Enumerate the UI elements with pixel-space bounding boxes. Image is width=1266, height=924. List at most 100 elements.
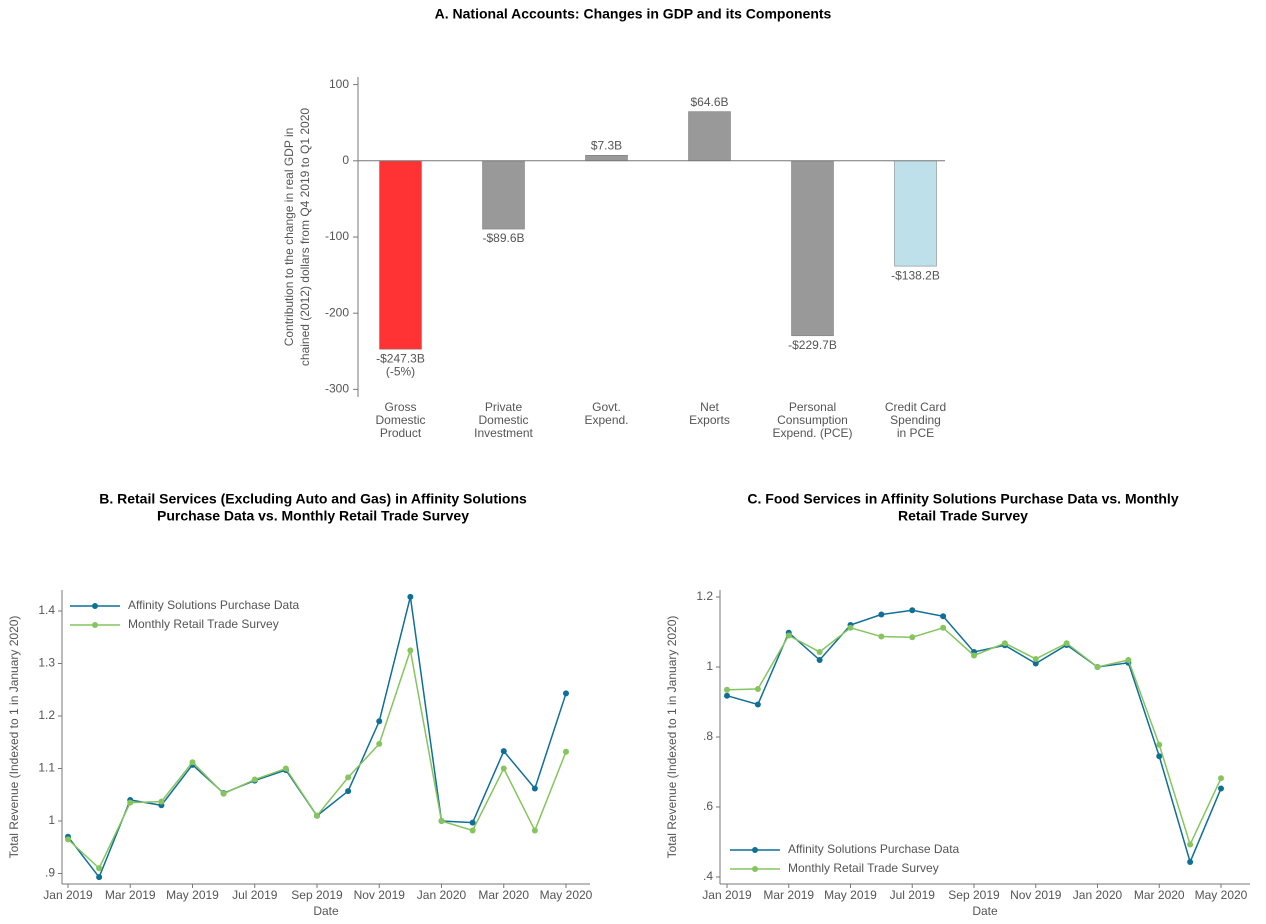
data-point [1187, 858, 1194, 865]
annotation: (-5%) [386, 364, 415, 378]
data-point [878, 633, 885, 640]
x-tick-label: Expend. (PCE) [772, 426, 852, 440]
data-point [1094, 664, 1101, 670]
value-label: -$247.3B [376, 351, 425, 365]
y-tick-label: 1 [48, 813, 55, 827]
series-line [67, 650, 567, 870]
x-tick-label: Nov 2019 [354, 888, 406, 902]
legend-marker [92, 603, 98, 609]
x-tick-label: in PCE [897, 426, 934, 440]
x-tick-label: May 2020 [540, 888, 593, 902]
y-axis-label: Total Revenue (Indexed to 1 in January 2… [7, 616, 21, 859]
x-tick-label: Expend. [584, 413, 628, 427]
x-tick-label: Consumption [777, 413, 848, 427]
data-point [345, 774, 352, 781]
x-tick-label: Mar 2019 [763, 888, 814, 902]
data-point [1032, 660, 1039, 667]
data-point [96, 874, 103, 881]
x-tick-label: Private [485, 400, 523, 414]
legend-label: Monthly Retail Trade Survey [788, 861, 939, 875]
data-point [1125, 657, 1132, 663]
value-label: -$138.2B [891, 268, 940, 282]
legend-label: Affinity Solutions Purchase Data [128, 598, 300, 612]
data-point [1218, 775, 1224, 782]
y-tick-label: 1 [706, 659, 713, 673]
value-label: -$229.7B [788, 338, 837, 352]
x-tick-label: Govt. [592, 400, 621, 414]
x-tick-label: May 2019 [824, 888, 877, 902]
x-axis-label: Date [972, 904, 998, 918]
y-axis-label: Contribution to the change in real GDP i… [282, 128, 296, 347]
y-tick-label: 1.2 [696, 589, 713, 603]
chart-title: Purchase Data vs. Monthly Retail Trade S… [157, 508, 469, 524]
x-tick-label: Jan 2020 [1073, 888, 1123, 902]
data-point [500, 748, 507, 755]
y-tick-label: 0 [342, 153, 349, 167]
data-point [1156, 741, 1163, 748]
data-point [189, 759, 196, 766]
data-point [909, 634, 916, 641]
value-label: $64.6B [690, 95, 728, 109]
x-tick-label: Mar 2019 [105, 888, 156, 902]
y-tick-label: 100 [329, 77, 349, 91]
bar [379, 160, 422, 350]
data-point [345, 788, 352, 795]
data-point [531, 785, 538, 792]
data-point [563, 748, 569, 755]
data-point [724, 692, 730, 699]
x-tick-label: Spending [890, 413, 941, 427]
data-point [531, 827, 538, 834]
data-point [158, 798, 165, 805]
bar [482, 160, 525, 230]
y-tick-label: 1.1 [38, 761, 55, 775]
data-point [65, 836, 71, 843]
x-tick-label: Jul 2019 [232, 888, 278, 902]
x-tick-label: Gross [384, 400, 416, 414]
data-point [407, 593, 414, 600]
x-tick-label: Domestic [478, 413, 528, 427]
value-label: $7.3B [591, 138, 622, 152]
data-point [724, 686, 730, 693]
bar [688, 111, 731, 162]
data-point [282, 765, 289, 772]
data-point [1218, 785, 1224, 792]
data-point [469, 819, 476, 826]
x-tick-label: Personal [789, 400, 836, 414]
data-point [1156, 753, 1163, 760]
x-tick-label: May 2020 [1195, 888, 1248, 902]
x-axis-label: Date [313, 904, 339, 918]
data-point [1032, 655, 1039, 662]
data-point [376, 740, 383, 747]
data-point [438, 818, 445, 824]
data-point [96, 865, 103, 872]
legend-marker [752, 847, 758, 853]
chart-title: C. Food Services in Affinity Solutions P… [747, 491, 1178, 507]
x-tick-label: Exports [689, 413, 730, 427]
y-tick-label: -300 [325, 382, 349, 396]
legend-marker [752, 866, 758, 872]
x-tick-label: Credit Card [885, 400, 946, 414]
data-point [1187, 841, 1194, 848]
chart-title: A. National Accounts: Changes in GDP and… [435, 6, 832, 22]
x-tick-label: Mar 2020 [478, 888, 529, 902]
x-tick-label: Jan 2020 [417, 888, 467, 902]
x-tick-label: Product [380, 426, 422, 440]
bar [585, 154, 628, 162]
data-point [563, 690, 569, 697]
x-tick-label: Jan 2019 [43, 888, 93, 902]
legend-marker [92, 622, 98, 628]
data-point [754, 701, 761, 708]
y-tick-label: .8 [703, 729, 713, 743]
data-point [407, 647, 414, 654]
y-tick-label: 1.2 [38, 708, 55, 722]
y-tick-label: -200 [325, 305, 349, 319]
x-tick-label: Jan 2019 [702, 888, 752, 902]
value-label: -$89.6B [482, 231, 524, 245]
y-axis-label: Total Revenue (Indexed to 1 in January 2… [665, 616, 679, 859]
y-tick-label: .6 [703, 799, 713, 813]
data-point [314, 812, 320, 819]
series-line [67, 596, 567, 879]
data-point [500, 765, 507, 772]
y-tick-label: .9 [45, 866, 55, 880]
